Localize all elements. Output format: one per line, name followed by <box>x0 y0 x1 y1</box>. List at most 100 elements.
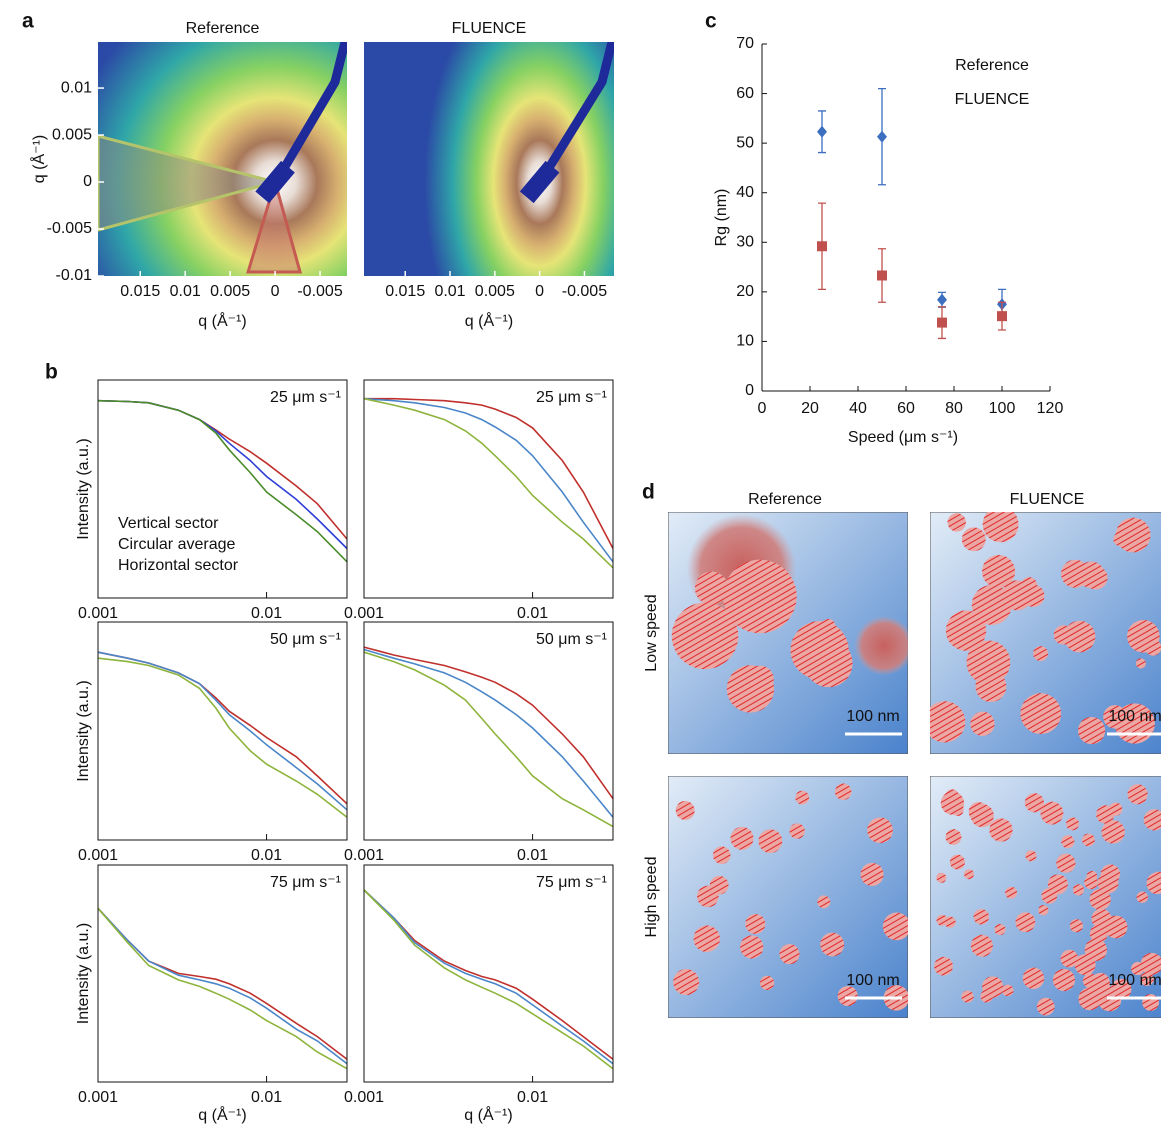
series-line <box>97 651 348 811</box>
particle <box>930 701 966 743</box>
particle <box>673 969 700 996</box>
particle <box>745 913 766 935</box>
panel-letter: b <box>45 361 58 384</box>
particle <box>1140 952 1161 975</box>
particle <box>675 801 695 820</box>
particle <box>1025 850 1037 862</box>
particle <box>740 935 764 959</box>
y-tick-label: 10 <box>736 333 754 350</box>
series-line <box>97 907 348 1065</box>
y-tick-label: -0.01 <box>56 267 93 284</box>
x-tick-label: 0.005 <box>210 283 250 300</box>
particle <box>709 875 729 895</box>
series-line <box>364 397 614 549</box>
y-axis-label: Intensity (a.u.) <box>75 680 92 781</box>
y-tick-label: 30 <box>736 234 754 251</box>
x-tick-label: 0.001 <box>78 605 118 622</box>
particle <box>837 985 858 1006</box>
particle <box>1038 904 1049 916</box>
particle <box>1131 961 1145 976</box>
particle <box>1127 784 1148 805</box>
x-axis-label: q (Å⁻¹) <box>198 311 246 330</box>
legend-entry: Vertical sector <box>118 515 219 532</box>
column-title: FLUENCE <box>1010 491 1085 508</box>
marker <box>937 317 947 328</box>
y-axis-label: Intensity (a.u.) <box>75 923 92 1024</box>
x-tick-label: 0.01 <box>517 847 548 864</box>
heatmap <box>364 42 614 276</box>
x-axis-label: q (Å⁻¹) <box>198 1105 246 1124</box>
series-line <box>363 397 614 563</box>
particle <box>961 527 986 552</box>
x-tick-label: 0.01 <box>251 605 282 622</box>
particle <box>1082 833 1095 847</box>
marker <box>877 270 887 281</box>
y-axis-label: q (Å⁻¹) <box>29 135 48 183</box>
particle <box>1096 805 1115 824</box>
particle <box>994 923 1006 936</box>
particle <box>1061 835 1075 849</box>
particle <box>854 615 908 676</box>
particle <box>730 826 754 850</box>
schematic-panel: 100 nm <box>668 776 908 1018</box>
particle <box>1097 987 1122 1012</box>
y-tick-label: 20 <box>736 283 754 300</box>
plot-frame <box>97 864 348 1083</box>
particle <box>1089 888 1111 911</box>
x-axis-label: q (Å⁻¹) <box>464 1105 512 1124</box>
x-tick-label: 0.01 <box>251 1089 282 1106</box>
particle <box>834 783 852 801</box>
marker <box>817 125 827 138</box>
x-tick-label: 0.01 <box>170 283 201 300</box>
particle <box>1020 693 1062 734</box>
row-title: High speed <box>643 857 660 938</box>
particle <box>1072 884 1085 896</box>
series-line <box>363 646 614 800</box>
x-tick-label: 60 <box>897 400 915 417</box>
speed-label: 75 μm s⁻¹ <box>270 874 341 891</box>
row-title: Low speed <box>643 594 660 671</box>
column-title: Reference <box>748 491 822 508</box>
particle <box>882 912 908 941</box>
horizontal-sector <box>98 134 281 232</box>
particle <box>790 621 849 680</box>
y-tick-label: 60 <box>736 85 754 102</box>
particle <box>966 640 1011 685</box>
particle <box>1135 658 1146 669</box>
series-line <box>97 907 348 1070</box>
y-tick-label: 70 <box>736 35 754 52</box>
panel-letter: a <box>22 10 34 33</box>
particle <box>1001 984 1014 997</box>
x-tick-label: 40 <box>849 400 867 417</box>
x-tick-label: 0.01 <box>517 605 548 622</box>
particle <box>934 956 953 976</box>
particle <box>982 554 1016 589</box>
legend-entry: Circular average <box>118 536 235 553</box>
x-tick-label: 0.015 <box>385 283 425 300</box>
x-tick-label: 0.01 <box>251 847 282 864</box>
particle <box>949 854 965 870</box>
particle <box>746 665 774 693</box>
heatmap <box>98 42 347 276</box>
particle <box>1069 919 1083 933</box>
beam-stop <box>255 160 295 204</box>
x-tick-label: 20 <box>801 400 819 417</box>
x-tick-label: -0.005 <box>562 283 607 300</box>
particle <box>1024 793 1045 813</box>
particle <box>1086 870 1098 882</box>
y-tick-label: 0.01 <box>61 79 92 96</box>
x-tick-label: 0.015 <box>120 283 160 300</box>
particle <box>867 817 893 844</box>
x-tick-label: 80 <box>945 400 963 417</box>
x-tick-label: 0 <box>271 283 280 300</box>
particle <box>1144 639 1161 656</box>
beam-stop-arm <box>279 42 347 173</box>
y-axis-label: Rg (nm) <box>713 189 730 247</box>
x-tick-label: 0.001 <box>344 847 384 864</box>
x-tick-label: 0.001 <box>78 1089 118 1106</box>
x-tick-label: 0.01 <box>434 283 465 300</box>
particle <box>1033 646 1049 662</box>
chart-title: Reference <box>186 20 260 37</box>
particle <box>989 818 1013 842</box>
schematic-panel: 100 nm <box>930 512 1161 754</box>
